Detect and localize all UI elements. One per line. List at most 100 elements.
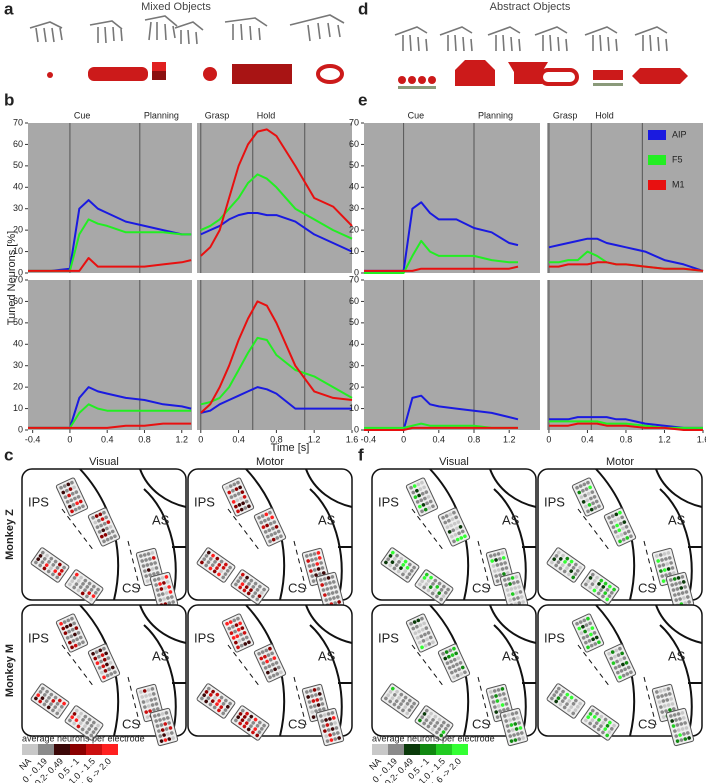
electrode: [85, 721, 90, 725]
y-tick-label: 30: [13, 203, 23, 213]
electrode: [219, 559, 224, 564]
electrode: [257, 730, 262, 734]
electrode: [217, 708, 221, 713]
electrode: [236, 579, 241, 583]
electrode: [513, 722, 518, 726]
electrode: [661, 715, 666, 719]
electrode: [445, 525, 450, 529]
electrode: [319, 697, 323, 701]
colorbar-swatch: [70, 744, 86, 755]
x-tick-label: -0.4: [361, 434, 377, 444]
electrode: [275, 536, 280, 540]
y-tick-label: 10: [13, 246, 23, 256]
electrode: [78, 721, 83, 725]
electrode: [423, 632, 427, 637]
electrode-array: [546, 683, 586, 719]
electrode: [242, 631, 247, 635]
electrode: [454, 651, 458, 656]
electrode: [599, 588, 603, 592]
electrode: [418, 640, 422, 645]
legend-label: F5: [672, 154, 683, 164]
electrode: [149, 698, 154, 702]
electrode: [457, 531, 461, 536]
electrode: [451, 528, 456, 533]
electrode: [160, 728, 165, 732]
electrode: [225, 485, 229, 490]
electrode: [571, 711, 576, 716]
electrode: [575, 569, 580, 573]
electrode: [244, 585, 249, 589]
electrode: [424, 626, 429, 630]
electrode: [513, 738, 518, 742]
electrode: [149, 562, 154, 566]
column-header: Motor: [256, 456, 284, 468]
area-label: AS: [152, 648, 170, 663]
electrode-array: [315, 571, 345, 611]
electrode: [443, 727, 448, 731]
electrode: [251, 730, 255, 735]
series-line: [548, 416, 703, 429]
electrode: [665, 698, 670, 702]
electrode: [70, 616, 74, 621]
electrode: [219, 705, 224, 709]
electrode: [85, 730, 89, 735]
electrode: [629, 670, 633, 675]
electrode: [660, 694, 664, 698]
electrode: [405, 711, 410, 716]
electrode: [233, 629, 237, 634]
electrode: [682, 596, 686, 600]
area-label: IPS: [28, 630, 49, 645]
electrode: [263, 654, 267, 659]
electrode: [81, 582, 85, 586]
sulcus: [309, 488, 343, 601]
electrode: [514, 711, 519, 715]
electrode: [405, 702, 410, 706]
electrode: [390, 550, 395, 555]
electrode: [592, 588, 597, 593]
electrode: [164, 727, 169, 731]
electrode: [666, 551, 671, 555]
electrode: [512, 581, 516, 585]
electrode: [452, 510, 456, 515]
electrode: [586, 579, 591, 583]
electrode: [655, 690, 659, 694]
electrode: [141, 564, 146, 568]
electrode: [251, 585, 256, 589]
electrode: [167, 721, 171, 725]
series-line: [28, 199, 192, 272]
electrode: [574, 562, 578, 567]
electrode: [392, 702, 397, 707]
electrode: [68, 582, 72, 587]
electrode: [93, 520, 98, 525]
electrode: [626, 529, 631, 534]
electrode: [58, 698, 62, 703]
x-tick-label: 0.4: [433, 434, 446, 444]
electrode: [65, 488, 69, 493]
electrode: [681, 716, 686, 720]
electrode: [674, 718, 678, 722]
x-tick-label: 1.6: [346, 434, 359, 444]
electrode: [680, 727, 685, 731]
electrode: [311, 699, 316, 703]
electrode: [76, 631, 81, 635]
x-tick-label: 0: [401, 434, 406, 444]
electrode: [394, 699, 399, 703]
electrode: [240, 718, 245, 722]
electrode: [270, 515, 274, 520]
electrode: [102, 646, 106, 651]
electrode: [336, 731, 340, 735]
brain-map: IPS AS CS: [21, 604, 187, 747]
electrode: [70, 579, 75, 583]
electrode: [508, 734, 513, 738]
electrode: [560, 699, 565, 703]
electrode: [499, 562, 504, 566]
electrode: [510, 712, 515, 716]
electrode: [106, 656, 111, 660]
electrode: [227, 626, 232, 631]
electrode: [556, 560, 561, 564]
electrode: [592, 631, 597, 635]
electrode: [94, 514, 99, 518]
electrode: [463, 534, 467, 539]
electrode: [424, 572, 429, 577]
electrode: [255, 733, 260, 738]
